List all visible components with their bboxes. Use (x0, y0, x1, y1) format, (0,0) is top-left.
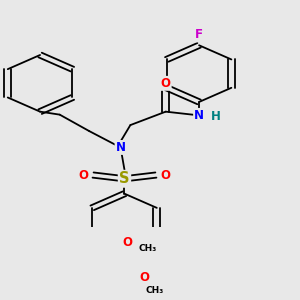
Text: CH₃: CH₃ (138, 244, 156, 253)
Text: N: N (194, 109, 204, 122)
Text: H: H (211, 110, 221, 123)
Text: F: F (195, 28, 203, 41)
Text: O: O (161, 77, 171, 90)
Text: N: N (116, 141, 126, 154)
Text: O: O (161, 169, 171, 182)
Text: S: S (119, 171, 130, 186)
Text: CH₃: CH₃ (146, 286, 164, 295)
Text: O: O (78, 169, 88, 182)
Text: O: O (122, 236, 133, 249)
Text: O: O (139, 271, 149, 284)
